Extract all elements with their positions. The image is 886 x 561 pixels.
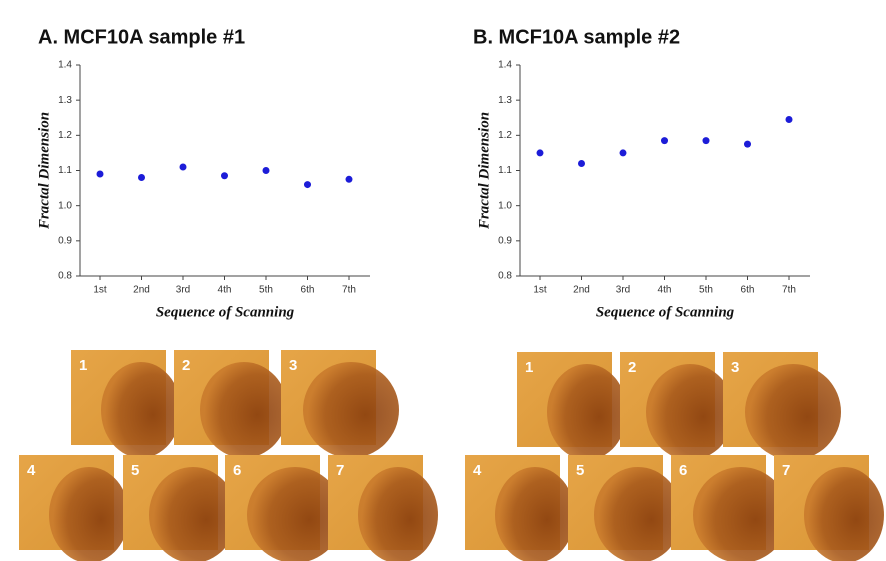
micrograph: 6	[671, 455, 789, 561]
y-axis-label: Fractal Dimension	[476, 112, 492, 230]
y-tick-label: 0.8	[58, 271, 72, 282]
data-point	[304, 181, 311, 189]
x-tick-label: 2nd	[133, 285, 150, 296]
micrograph-label: 1	[525, 359, 533, 376]
y-tick-label: 0.9	[498, 235, 512, 246]
micrograph: 4	[465, 455, 575, 561]
micrograph-cell	[495, 467, 575, 561]
x-tick-label: 6th	[741, 285, 755, 296]
data-point	[96, 170, 104, 178]
micrograph-cell	[646, 364, 734, 460]
micrograph-label: 4	[27, 462, 36, 479]
x-tick-label: 4th	[218, 285, 232, 296]
micrograph-cell	[49, 467, 129, 561]
y-tick-label: 0.8	[498, 271, 512, 282]
y-tick-label: 1.0	[498, 200, 512, 211]
data-point	[744, 140, 751, 148]
y-tick-label: 1.3	[498, 95, 512, 106]
micrograph: 3	[723, 352, 841, 460]
x-tick-label: 1st	[93, 285, 107, 296]
micrograph-label: 3	[289, 357, 297, 374]
micrograph-cell	[303, 362, 399, 458]
micrograph-cell	[693, 467, 789, 561]
x-tick-label: 7th	[342, 285, 356, 296]
micrograph: 7	[328, 455, 438, 561]
data-point	[702, 137, 710, 145]
micrograph-cell	[358, 467, 438, 561]
x-axis-label: Sequence of Scanning	[596, 304, 735, 320]
micrograph-label: 2	[628, 359, 636, 376]
y-tick-label: 1.1	[58, 165, 72, 176]
data-point	[619, 149, 627, 157]
data-point	[262, 167, 270, 174]
x-tick-label: 3rd	[616, 285, 630, 296]
data-point	[179, 163, 187, 171]
y-tick-label: 1.3	[58, 95, 72, 106]
micrograph-cell	[745, 364, 841, 460]
micrograph: 4	[19, 455, 129, 561]
micrograph: 2	[620, 352, 734, 460]
x-tick-label: 2nd	[573, 285, 590, 296]
micrograph-cell	[200, 362, 288, 458]
micrograph: 3	[281, 350, 399, 458]
data-point	[536, 149, 544, 157]
micrograph-label: 6	[233, 462, 241, 479]
data-point	[785, 116, 793, 124]
data-point	[138, 174, 145, 182]
micrograph-label: 1	[79, 357, 87, 374]
micrograph-cell	[149, 467, 237, 561]
y-tick-label: 1.4	[498, 60, 512, 71]
y-axis-label: Fractal Dimension	[36, 112, 52, 230]
data-point	[578, 159, 585, 167]
x-axis-label: Sequence of Scanning	[156, 304, 295, 320]
x-tick-label: 4th	[658, 285, 672, 296]
micrograph-label: 6	[679, 462, 687, 479]
micrograph-label: 5	[576, 462, 584, 479]
micrograph-label: 7	[336, 462, 344, 479]
micrograph-label: 3	[731, 359, 739, 376]
y-tick-label: 1.4	[58, 60, 72, 71]
chart-title: A. MCF10A sample #1	[38, 26, 245, 48]
micrograph: 2	[174, 350, 288, 458]
y-tick-label: 1.1	[498, 165, 512, 176]
data-point	[221, 172, 228, 180]
x-tick-label: 5th	[259, 285, 273, 296]
micrograph-label: 7	[782, 462, 790, 479]
micrograph: 1	[517, 352, 627, 460]
micrograph-label: 2	[182, 357, 190, 374]
chart-title: B. MCF10A sample #2	[473, 26, 680, 48]
x-tick-label: 3rd	[176, 285, 190, 296]
micrograph: 6	[225, 455, 343, 561]
micrograph-cell	[247, 467, 343, 561]
micrograph: 7	[774, 455, 884, 561]
micrograph: 5	[568, 455, 682, 561]
y-tick-label: 0.9	[58, 235, 72, 246]
y-tick-label: 1.2	[498, 130, 512, 141]
data-point	[345, 175, 353, 183]
micrograph: 5	[123, 455, 237, 561]
x-tick-label: 1st	[533, 285, 547, 296]
data-point	[661, 137, 668, 145]
micrograph-label: 4	[473, 462, 482, 479]
x-tick-label: 7th	[782, 285, 796, 296]
micrograph-cell	[594, 467, 682, 561]
y-tick-label: 1.0	[58, 200, 72, 211]
micrograph-label: 5	[131, 462, 139, 479]
y-tick-label: 1.2	[58, 130, 72, 141]
x-tick-label: 5th	[699, 285, 713, 296]
micrograph-cell	[804, 467, 884, 561]
micrograph-cell	[101, 362, 181, 458]
x-tick-label: 6th	[301, 285, 315, 296]
micrograph: 1	[71, 350, 181, 458]
micrograph-cell	[547, 364, 627, 460]
